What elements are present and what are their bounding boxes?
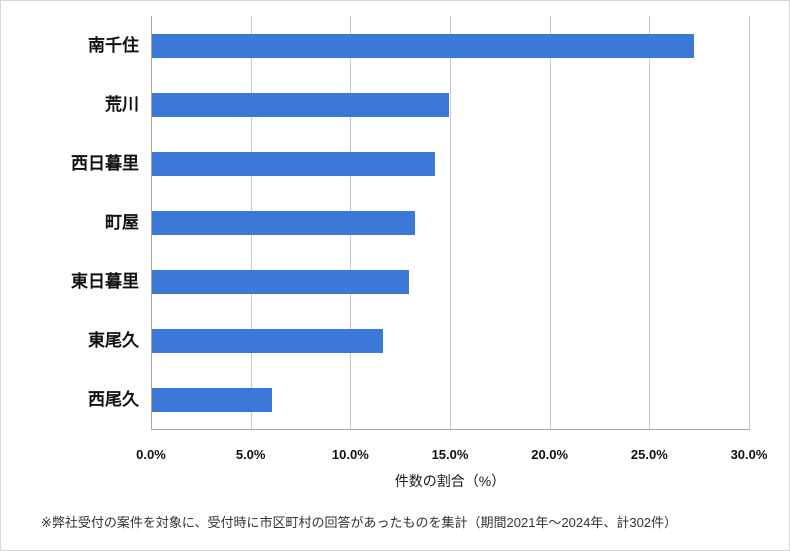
category-label-東日暮里: 東日暮里 bbox=[71, 272, 139, 291]
footnote: ※弊社受付の案件を対象に、受付時に市区町村の回答があったものを集計（期間2021… bbox=[41, 515, 678, 530]
x-tick-label-25: 25.0% bbox=[630, 447, 668, 462]
category-label-西尾久: 西尾久 bbox=[88, 390, 139, 409]
category-label-荒川: 荒川 bbox=[105, 95, 139, 114]
category-label-町屋: 町屋 bbox=[105, 213, 139, 232]
gridline-30 bbox=[749, 16, 750, 429]
gridline-15 bbox=[450, 16, 451, 429]
x-tick-label-0: 0.0% bbox=[136, 447, 166, 462]
category-label-南千住: 南千住 bbox=[88, 36, 139, 55]
category-label-東尾久: 東尾久 bbox=[88, 331, 139, 350]
bar-東尾久 bbox=[152, 328, 384, 353]
x-tick-label-30: 30.0% bbox=[730, 447, 768, 462]
bar-東日暮里 bbox=[152, 269, 410, 294]
y-axis-labels: 南千住荒川西日暮里町屋東日暮里東尾久西尾久 bbox=[1, 16, 139, 429]
x-tick-label-10: 10.0% bbox=[331, 447, 369, 462]
bar-西尾久 bbox=[152, 387, 272, 412]
bar-町屋 bbox=[152, 210, 416, 235]
x-tick-label-15: 15.0% bbox=[431, 447, 469, 462]
bar-荒川 bbox=[152, 92, 449, 117]
x-tick-label-20: 20.0% bbox=[531, 447, 569, 462]
plot-area bbox=[151, 16, 750, 430]
gridline-25 bbox=[649, 16, 651, 429]
x-tick-label-5: 5.0% bbox=[235, 447, 266, 462]
gridline-20 bbox=[549, 16, 551, 429]
bar-南千住 bbox=[152, 33, 695, 58]
x-axis-title: 件数の割合（%） bbox=[394, 473, 506, 489]
bar-西日暮里 bbox=[152, 151, 436, 176]
x-axis-ticks: 0.0% 5.0% 10.0% 15.0% 20.0% 25.0% 30.0% bbox=[136, 447, 767, 465]
category-label-西日暮里: 西日暮里 bbox=[71, 154, 139, 173]
